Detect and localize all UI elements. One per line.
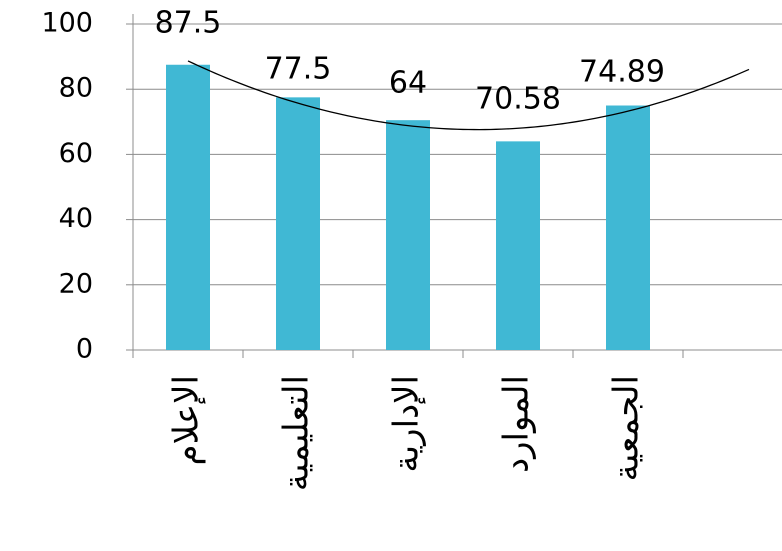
x-tick-label: التعليمية bbox=[277, 375, 317, 491]
y-tick-label: 40 bbox=[59, 203, 93, 234]
data-label: 87.5 bbox=[155, 6, 222, 41]
x-tick-label: الجمعية bbox=[607, 375, 647, 481]
bar bbox=[276, 97, 320, 350]
data-label: 74.89 bbox=[579, 55, 665, 90]
data-label: 77.5 bbox=[265, 52, 332, 87]
y-tick-label: 80 bbox=[59, 73, 93, 104]
x-tick-label: الموارد bbox=[497, 375, 537, 473]
bar bbox=[386, 120, 430, 350]
x-tick-label: الإعلام bbox=[167, 375, 207, 465]
y-tick-label: 20 bbox=[59, 268, 93, 299]
bar bbox=[496, 141, 540, 350]
y-tick-label: 60 bbox=[59, 138, 93, 169]
trendline bbox=[187, 60, 750, 131]
data-label: 64 bbox=[389, 66, 427, 101]
y-tick-label: 0 bbox=[76, 334, 93, 365]
bar bbox=[166, 64, 210, 350]
y-tick-label: 100 bbox=[41, 8, 93, 39]
data-label: 70.58 bbox=[475, 82, 561, 117]
x-tick-label: الإدارية bbox=[387, 375, 427, 473]
bar bbox=[606, 105, 650, 350]
